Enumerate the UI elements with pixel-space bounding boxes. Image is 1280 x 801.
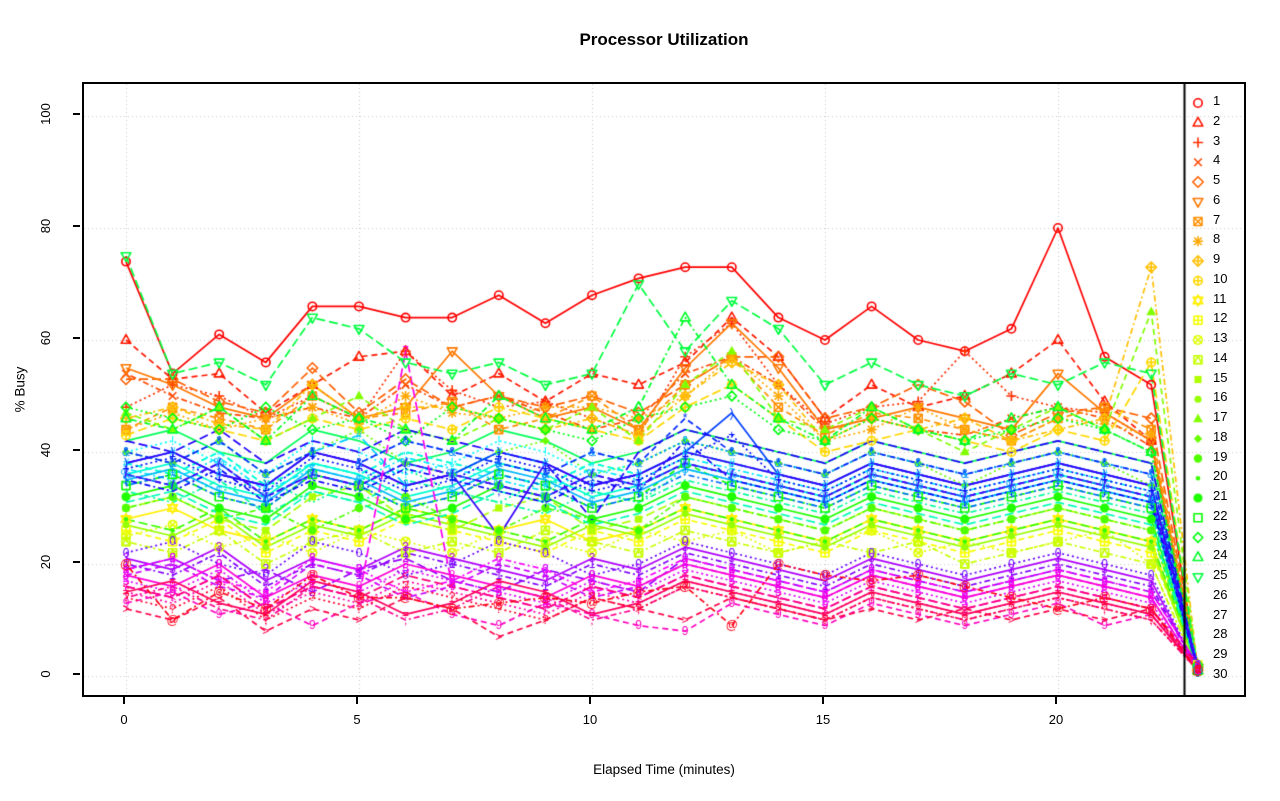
x-tick-mark — [1055, 697, 1057, 704]
legend-label: 29 — [1213, 646, 1228, 661]
legend-label: 11 — [1213, 290, 1227, 306]
legend-label: 10 — [1213, 270, 1228, 286]
plot-canvas — [84, 84, 1244, 695]
y-tick-label: 0 — [38, 670, 53, 678]
y-tick-label: 20 — [38, 554, 53, 570]
legend-label: 1 — [1213, 93, 1221, 108]
legend-label: 25 — [1213, 567, 1228, 582]
y-tick-mark — [73, 673, 80, 675]
x-tick-mark — [822, 697, 824, 704]
legend-label: 12 — [1213, 310, 1228, 326]
legend-label: 14 — [1213, 349, 1228, 365]
legend-label: 3 — [1213, 132, 1221, 148]
legend-label: 21 — [1213, 488, 1228, 503]
y-tick-mark — [73, 449, 80, 451]
legend-label: 13 — [1213, 330, 1228, 345]
y-tick-mark — [73, 113, 80, 115]
legend-label: 26 — [1213, 586, 1228, 602]
legend-label: 6 — [1213, 191, 1221, 207]
legend-label: 23 — [1213, 527, 1228, 543]
legend-label: 4 — [1213, 152, 1221, 168]
legend-label: 2 — [1213, 112, 1221, 128]
legend-label: 16 — [1213, 389, 1228, 405]
x-tick-label: 5 — [353, 712, 361, 727]
y-tick-label: 60 — [38, 330, 53, 346]
legend-label: 19 — [1213, 448, 1228, 464]
y-tick-mark — [73, 225, 80, 227]
legend-label: 24 — [1213, 547, 1228, 563]
legend-label: 27 — [1213, 606, 1228, 622]
chart-title: Processor Utilization — [579, 30, 749, 49]
legend-label: 22 — [1213, 507, 1228, 523]
legend-label: 8 — [1213, 231, 1221, 247]
y-tick-label: 100 — [38, 103, 53, 125]
legend-label: 30 — [1213, 665, 1228, 681]
x-tick-mark — [356, 697, 358, 704]
x-tick-label: 0 — [120, 712, 128, 727]
x-tick-label: 15 — [815, 712, 831, 727]
legend-label: 7 — [1213, 211, 1221, 227]
y-tick-mark — [73, 337, 80, 339]
legend-label: 18 — [1213, 428, 1228, 444]
legend-label: 20 — [1213, 468, 1228, 484]
legend-label: 28 — [1213, 626, 1228, 642]
legend-label: 9 — [1213, 251, 1221, 266]
x-tick-label: 10 — [582, 712, 598, 727]
legend-label: 17 — [1213, 409, 1228, 424]
y-tick-label: 40 — [38, 442, 53, 458]
y-tick-mark — [73, 561, 80, 563]
x-tick-mark — [123, 697, 125, 704]
x-axis-label: Elapsed Time (minutes) — [593, 762, 735, 777]
plot-area — [82, 82, 1246, 697]
x-tick-label: 20 — [1048, 712, 1064, 727]
y-tick-label: 80 — [38, 218, 53, 234]
legend-label: 5 — [1213, 172, 1221, 187]
y-axis-label: % Busy — [12, 366, 28, 413]
x-tick-mark — [589, 697, 591, 704]
legend-label: 15 — [1213, 369, 1228, 385]
